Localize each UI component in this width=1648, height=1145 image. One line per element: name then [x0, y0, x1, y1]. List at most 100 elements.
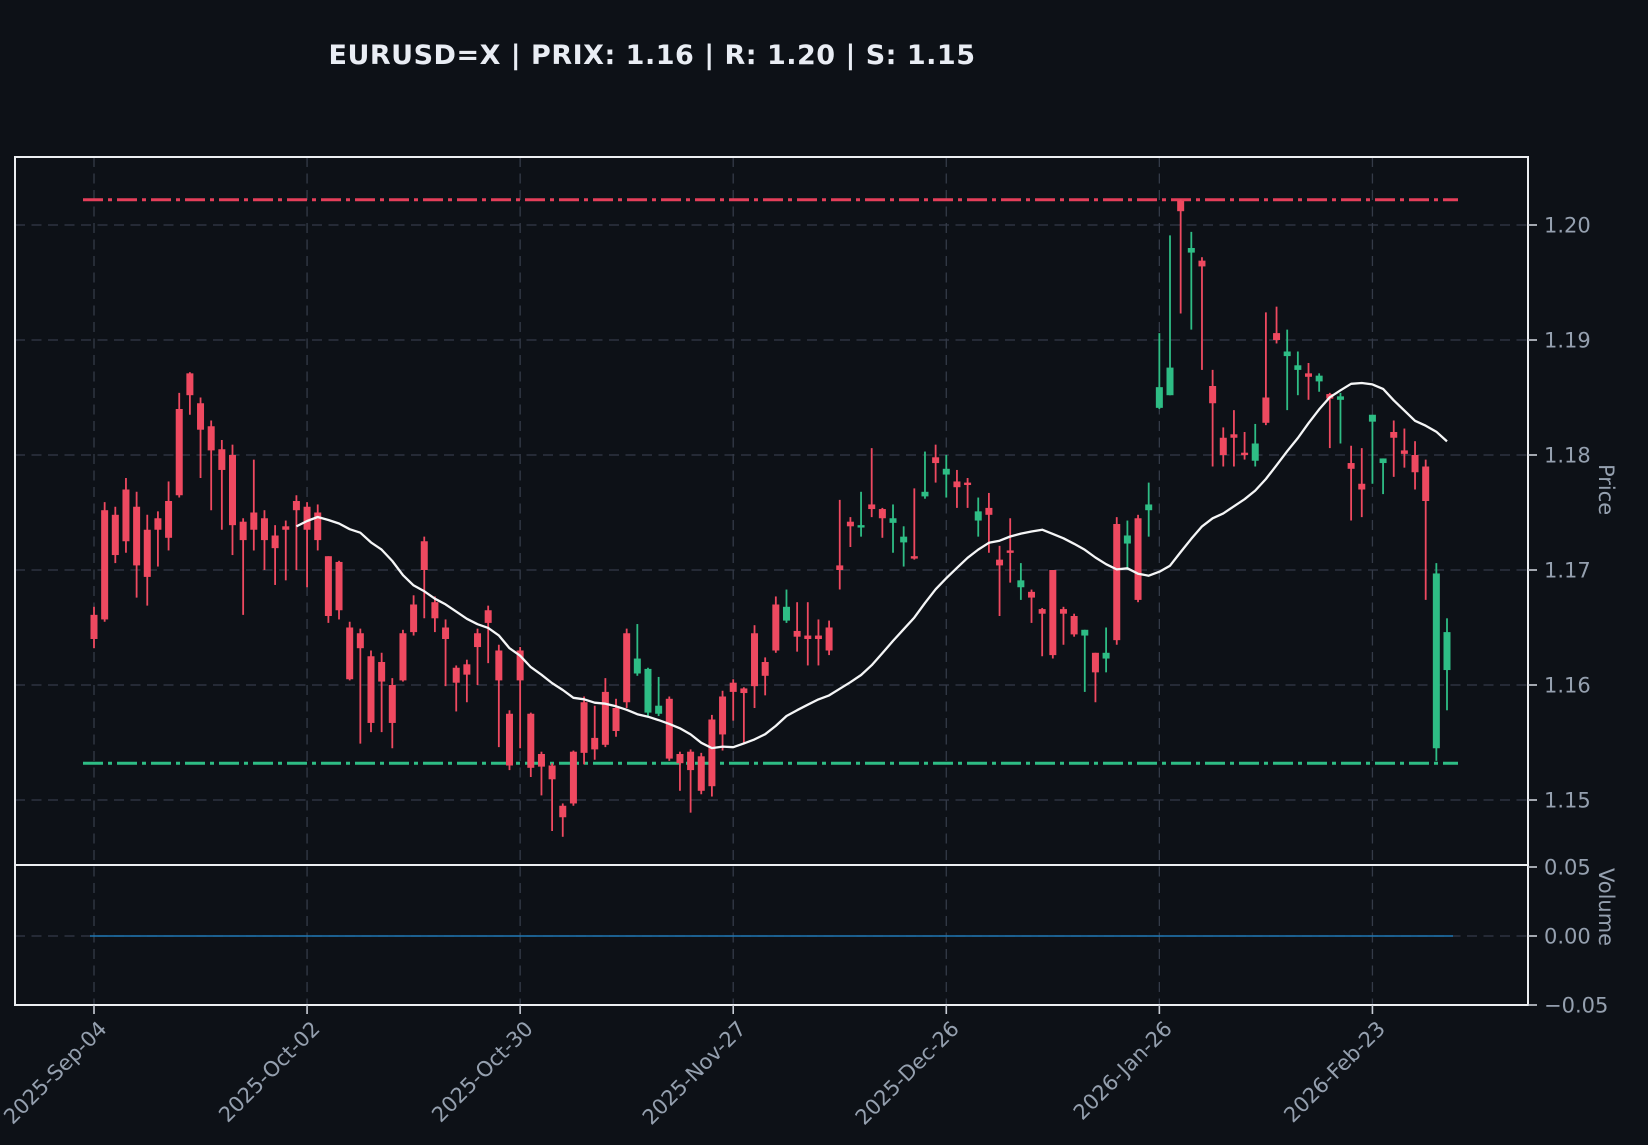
candle-body: [1241, 452, 1249, 456]
volume-axis-label: Volume: [1594, 868, 1618, 947]
price-tick-label: 1.17: [1544, 559, 1591, 583]
candle-body: [388, 685, 396, 723]
candle-body: [239, 521, 247, 541]
candle-body: [111, 514, 119, 556]
candle-body: [1219, 437, 1227, 455]
candle-body: [729, 682, 737, 692]
candle-body: [559, 805, 567, 818]
candle-body: [601, 691, 609, 745]
candle-body: [1347, 463, 1355, 469]
candle-body: [1134, 518, 1142, 600]
candle-body: [1336, 396, 1344, 400]
candle-body: [90, 614, 98, 639]
candle-body: [761, 662, 769, 676]
candle-body: [1017, 580, 1025, 588]
candle-body: [367, 656, 375, 723]
candle-body: [186, 373, 194, 396]
candle-body: [527, 713, 535, 768]
candle-body: [1006, 550, 1014, 553]
candle-body: [218, 449, 226, 470]
moving-average-line: [295, 381, 1448, 750]
candle-body: [495, 650, 503, 681]
date-tick-label: 2026-Feb-23: [1279, 1017, 1390, 1128]
candle-body: [420, 541, 428, 570]
candle-body: [1390, 432, 1398, 438]
volume-tick-label: 0.05: [1544, 856, 1591, 880]
candle-body: [260, 518, 268, 541]
volume-tick-label: −0.05: [1544, 994, 1608, 1018]
candle-body: [154, 518, 162, 530]
candle-body: [676, 754, 684, 764]
candle-body: [1230, 434, 1238, 438]
candle-body: [868, 504, 876, 510]
volume-tick-label: 0.00: [1544, 925, 1591, 949]
candle-body: [1113, 524, 1121, 641]
candle-body: [165, 501, 173, 538]
candle-body: [633, 658, 641, 674]
candle-body: [1422, 466, 1430, 501]
candle-body: [1177, 200, 1185, 212]
candle-body: [814, 635, 822, 639]
candle-body: [250, 512, 258, 530]
candle-body: [793, 630, 801, 637]
date-tick-label: 2025-Dec-26: [851, 1017, 964, 1130]
candle-body: [1443, 632, 1451, 671]
candle-body: [1283, 351, 1291, 357]
candle-body: [282, 526, 290, 530]
candle-body: [697, 756, 705, 791]
candle-body: [623, 633, 631, 703]
candle-body: [942, 468, 950, 475]
candle-body: [463, 664, 471, 675]
candle-body: [1358, 483, 1366, 490]
price-axis-label: Price: [1594, 464, 1618, 516]
candle-body: [1059, 609, 1067, 614]
candle-body: [889, 518, 897, 523]
date-tick-label: 2026-Jan-26: [1069, 1017, 1177, 1125]
date-tick-label: 2025-Oct-02: [214, 1017, 324, 1127]
candle-body: [101, 510, 109, 620]
candle-body: [932, 457, 940, 464]
candle-body: [207, 426, 215, 451]
candle-body: [740, 688, 748, 694]
date-tick-label: 2025-Sep-04: [0, 1017, 112, 1129]
price-tick-label: 1.19: [1544, 329, 1591, 353]
candle-body: [772, 604, 780, 651]
candle-body: [846, 521, 854, 527]
candle-body: [378, 662, 386, 682]
candle-body: [1081, 629, 1089, 636]
candle-body: [197, 403, 205, 430]
price-tick-label: 1.18: [1544, 444, 1591, 468]
price-tick-label: 1.16: [1544, 674, 1591, 698]
candle-body: [1155, 387, 1163, 408]
candle-body: [836, 565, 844, 570]
volume-panel-border: [14, 864, 1529, 1006]
candle-body: [953, 481, 961, 488]
candle-body: [1411, 455, 1419, 473]
candle-body: [878, 509, 886, 519]
candle-body: [1028, 591, 1036, 598]
candle-body: [314, 512, 322, 541]
candle-body: [782, 606, 790, 621]
candle-body: [1262, 397, 1270, 423]
candle-body: [804, 635, 812, 639]
candle-body: [985, 507, 993, 515]
candle-body: [175, 409, 183, 496]
candle-body: [1049, 570, 1057, 656]
candle-body: [1251, 443, 1259, 461]
candle-body: [303, 506, 311, 530]
candle-body: [484, 610, 492, 623]
candle-body: [751, 633, 759, 687]
candle-body: [1070, 616, 1078, 635]
candle-body: [1187, 248, 1195, 253]
candle-body: [996, 559, 1004, 566]
candle-body: [612, 708, 620, 731]
candle-body: [271, 535, 279, 549]
candle-body: [1091, 652, 1099, 673]
candle-body: [1432, 573, 1440, 749]
candle-body: [335, 561, 343, 611]
price-tick-label: 1.15: [1544, 789, 1591, 813]
price-tick-label: 1.20: [1544, 214, 1591, 238]
candle-body: [1379, 458, 1387, 464]
